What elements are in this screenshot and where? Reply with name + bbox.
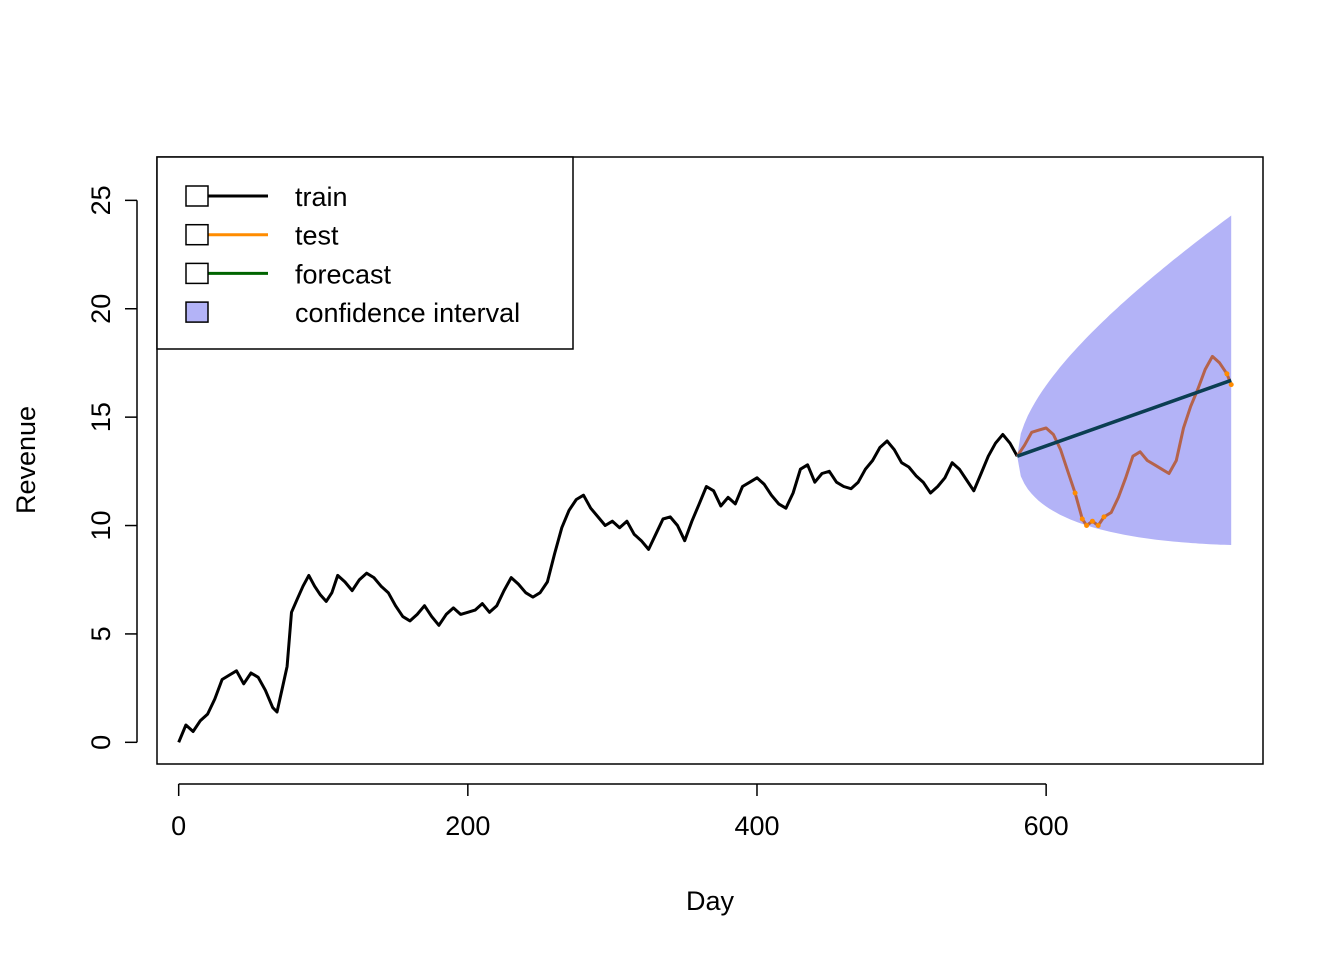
- confidence-interval-band: [1017, 215, 1232, 545]
- test-outside-band-mark: [1072, 490, 1078, 496]
- y-tick-label: 10: [86, 510, 116, 540]
- legend-label-test: test: [295, 221, 339, 251]
- series-layer: [177, 354, 1234, 743]
- test-outside-band-mark: [1089, 518, 1095, 524]
- test-outside-band-mark: [1084, 523, 1090, 528]
- x-axis: 0 200 400 600: [171, 783, 1069, 841]
- test-outside-band-mark: [1101, 514, 1107, 520]
- legend-label-train: train: [295, 182, 348, 212]
- y-tick-label: 5: [86, 626, 116, 641]
- series-line-forecast: [1016, 378, 1232, 458]
- x-axis-title: Day: [686, 886, 735, 916]
- x-tick-label: 200: [445, 811, 490, 841]
- y-tick-label: 25: [86, 185, 116, 215]
- test-outside-band-mark: [1079, 516, 1085, 522]
- legend-box-marker-test: [185, 223, 209, 246]
- legend-box: [156, 156, 574, 350]
- test-outside-band-mark: [1224, 371, 1230, 377]
- y-tick-label: 15: [86, 402, 116, 432]
- y-axis-title: Revenue: [11, 406, 41, 514]
- legend-label-forecast: forecast: [295, 259, 392, 289]
- legend-label-confidence-interval: confidence interval: [295, 298, 520, 328]
- x-tick-label: 600: [1024, 811, 1069, 841]
- legend-box-marker-forecast: [185, 262, 209, 285]
- test-outside-band-mark: [1228, 382, 1234, 388]
- confidence-interval-layer: [1017, 215, 1232, 545]
- legend-fill-marker-confidence-interval: [185, 301, 209, 323]
- x-tick-label: 400: [734, 811, 779, 841]
- series-line-train: [177, 433, 1019, 743]
- x-tick-label: 0: [171, 811, 186, 841]
- y-tick-label: 0: [86, 735, 116, 750]
- legend-box-marker-train: [185, 185, 209, 207]
- plot-frame: [156, 156, 1264, 765]
- legend: train test forecast confidence interval: [156, 156, 574, 350]
- test-outside-band-mark: [1095, 523, 1101, 528]
- y-tick-label: 20: [86, 294, 116, 324]
- y-axis: 0 5 10 15 20 25: [86, 185, 138, 750]
